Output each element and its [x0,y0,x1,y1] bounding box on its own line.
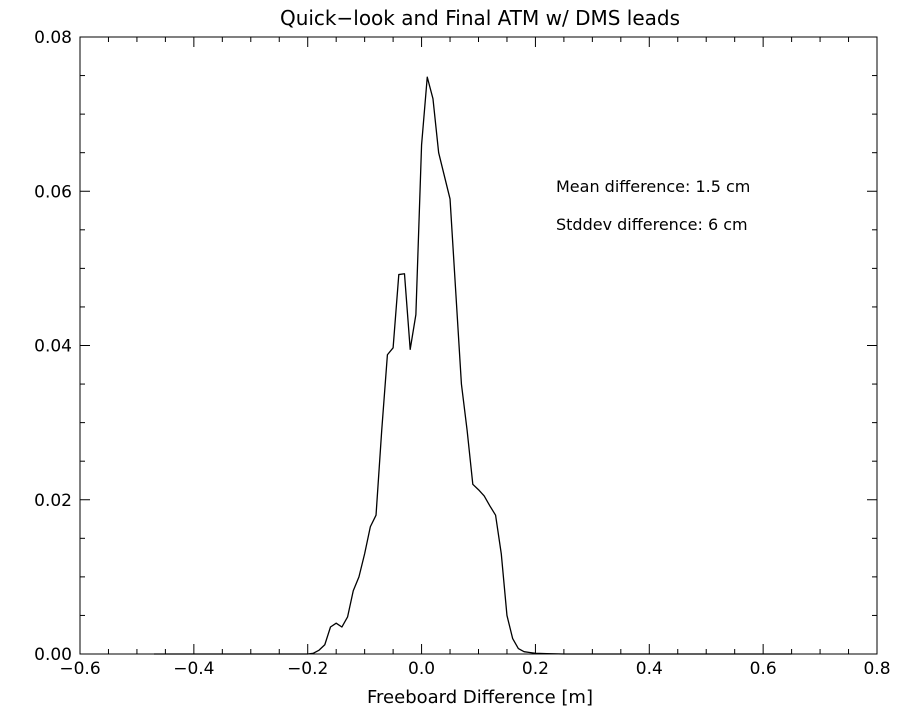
tick-labels: −0.6 −0.4 −0.2 0.0 0.2 0.4 0.6 0.8 0.00 0.02 0.04 0… [34,28,890,679]
y-tick-label: 0.00 [34,645,72,665]
y-tick-label: 0.06 [34,182,72,202]
axis-ticks [79,36,878,655]
annotation-mean: Mean difference: 1.5 cm [556,177,750,196]
x-tick-label: −0.6 [59,659,100,679]
series-line [154,76,792,655]
x-tick-label: 0.0 [408,659,435,679]
chart-title: Quick−look and Final ATM w/ DMS leads [280,6,680,30]
y-tick-label: 0.04 [34,337,72,357]
x-axis-label: Freeboard Difference [m] [367,687,593,708]
x-tick-label: 0.8 [863,659,890,679]
annotation-stddev: Stddev difference: 6 cm [556,215,748,234]
x-tick-label: 0.2 [522,659,549,679]
x-tick-label: 0.4 [636,659,663,679]
y-tick-label: 0.08 [34,28,72,48]
x-tick-label: −0.2 [287,659,328,679]
x-tick-label: −0.4 [173,659,214,679]
plot-frame [79,36,878,655]
x-tick-label: 0.6 [750,659,777,679]
y-tick-label: 0.02 [34,491,72,511]
